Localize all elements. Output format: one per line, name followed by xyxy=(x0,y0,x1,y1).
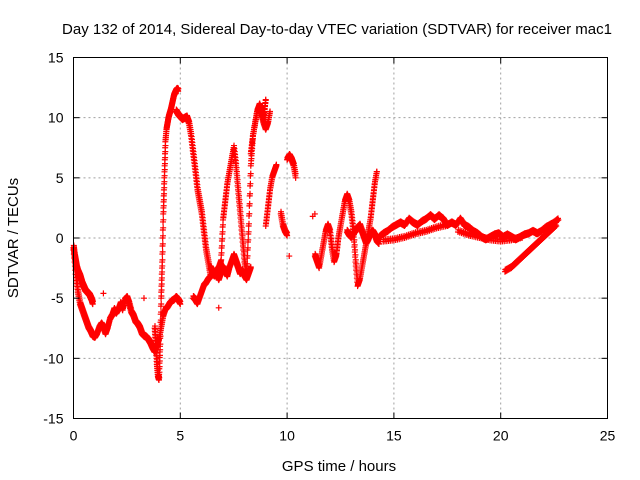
data-point xyxy=(159,232,166,239)
data-point xyxy=(157,317,164,324)
data-point xyxy=(159,256,166,263)
x-tick-label: 25 xyxy=(600,428,616,444)
data-point xyxy=(159,240,166,247)
data-points xyxy=(70,84,562,383)
y-tick-label: -15 xyxy=(43,411,63,427)
data-point xyxy=(157,341,164,348)
data-point xyxy=(160,224,167,231)
data-point xyxy=(157,325,164,332)
y-tick-label: 15 xyxy=(48,50,64,66)
x-tick-label: 10 xyxy=(279,428,295,444)
data-point xyxy=(140,295,147,302)
data-point xyxy=(284,232,291,239)
data-point xyxy=(159,248,166,255)
x-tick-label: 20 xyxy=(493,428,509,444)
data-point xyxy=(158,309,165,316)
data-point xyxy=(267,108,274,115)
data-point xyxy=(273,162,280,169)
data-point xyxy=(246,200,253,207)
y-tick-label: 5 xyxy=(56,170,64,186)
data-point xyxy=(245,220,252,227)
data-point xyxy=(244,260,251,267)
y-tick-label: -5 xyxy=(51,290,64,306)
y-tick-label: 0 xyxy=(56,230,64,246)
data-point xyxy=(245,228,252,235)
data-point xyxy=(244,252,251,259)
data-point xyxy=(262,96,269,103)
x-tick-label: 5 xyxy=(176,428,184,444)
data-point xyxy=(157,333,164,340)
data-point xyxy=(247,265,254,272)
data-point xyxy=(89,301,96,308)
data-point xyxy=(292,174,299,181)
data-point xyxy=(158,301,165,308)
chart-title: Day 132 of 2014, Sidereal Day-to-day VTE… xyxy=(62,21,612,38)
x-tick-label: 15 xyxy=(386,428,402,444)
data-point xyxy=(246,210,253,217)
data-point xyxy=(245,236,252,243)
y-axis-title: SDTVAR / TECUs xyxy=(5,178,22,298)
data-point xyxy=(160,216,167,223)
data-point xyxy=(244,244,251,251)
data-point xyxy=(352,251,359,258)
y-tick-label: -10 xyxy=(43,350,63,366)
data-point xyxy=(247,170,254,177)
data-point xyxy=(352,246,359,253)
x-tick-label: 0 xyxy=(70,428,78,444)
y-tick-label: 10 xyxy=(48,110,64,126)
x-axis-title: GPS time / hours xyxy=(282,458,396,475)
data-point xyxy=(100,290,107,297)
data-point xyxy=(351,241,358,248)
data-point xyxy=(247,180,254,187)
data-point xyxy=(215,304,222,311)
data-point xyxy=(175,88,182,95)
data-point xyxy=(177,301,184,308)
data-point xyxy=(247,190,254,197)
